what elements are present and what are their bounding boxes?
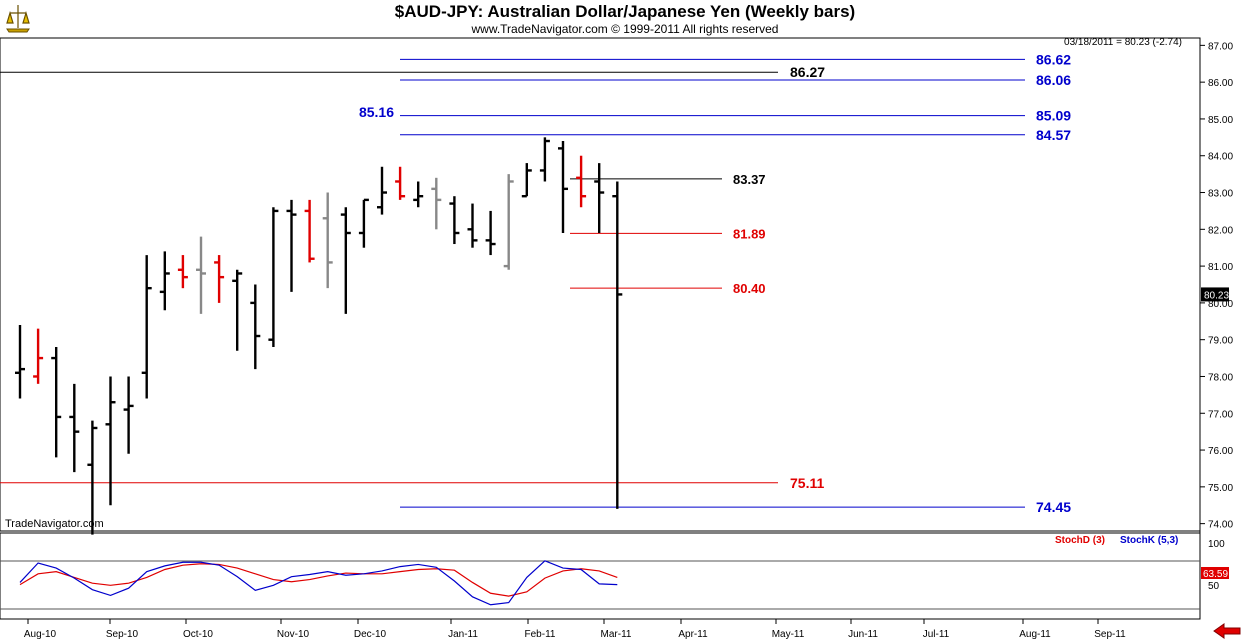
x-tick-label: Apr-11 <box>678 629 708 640</box>
level-label-86-06: 86.06 <box>1036 72 1071 88</box>
x-tick-label: Sep-10 <box>106 629 139 640</box>
x-tick-label: Aug-11 <box>1019 629 1051 640</box>
watermark-text: TradeNavigator.com <box>5 518 104 530</box>
x-tick-label: Jul-11 <box>923 629 950 640</box>
y-tick-label: 85.00 <box>1208 115 1233 126</box>
level-label-86-62: 86.62 <box>1036 51 1071 67</box>
y-tick-label: 87.00 <box>1208 41 1233 52</box>
x-tick-label: Oct-10 <box>183 629 213 640</box>
stoch-legend-item: StochD (3) <box>1055 535 1105 546</box>
last-quote-text: 03/18/2011 = 80.23 (-2.74) <box>1064 37 1182 48</box>
y-tick-label: 86.00 <box>1208 78 1233 89</box>
x-tick-label: Sep-11 <box>1094 629 1126 640</box>
level-label-84-57: 84.57 <box>1036 127 1071 143</box>
y-tick-label: 83.00 <box>1208 189 1233 200</box>
y-tick-label: 78.00 <box>1208 372 1233 383</box>
date-axis: Aug-10 Sep-10 Oct-10 Nov-10 Dec-10 Jan-11 Feb-… <box>24 619 1126 640</box>
x-tick-label: Feb-11 <box>525 629 556 640</box>
level-label-81-89: 81.89 <box>733 226 766 241</box>
price-axis: 74.0075.0076.0077.0078.0079.0080.0081.00… <box>1200 41 1233 530</box>
level-label-86-27: 86.27 <box>790 64 825 80</box>
y-tick-label: 81.00 <box>1208 262 1233 273</box>
x-tick-label: Nov-10 <box>277 629 310 640</box>
y-tick-label: 82.00 <box>1208 225 1233 236</box>
osc-value-label: 63.59 <box>1203 569 1228 580</box>
x-tick-label: May-11 <box>772 629 805 640</box>
y-tick-label: 74.00 <box>1208 520 1233 531</box>
osc-tick-label: 50 <box>1208 581 1220 592</box>
x-tick-label: Aug-10 <box>24 629 57 640</box>
y-tick-label: 77.00 <box>1208 409 1233 420</box>
y-tick-label: 84.00 <box>1208 152 1233 163</box>
scroll-left-arrow-icon[interactable] <box>1212 623 1242 639</box>
x-tick-label: Jan-11 <box>448 629 478 640</box>
y-tick-label: 75.00 <box>1208 483 1233 494</box>
level-label-85-16: 85.16 <box>359 104 394 120</box>
x-tick-label: Dec-10 <box>354 629 387 640</box>
y-tick-label: 76.00 <box>1208 446 1233 457</box>
oscillator-plot-area <box>0 533 1200 619</box>
main-plot-area <box>0 38 1200 531</box>
level-label-74-45: 74.45 <box>1036 499 1071 515</box>
stoch-legend-item: StochK (5,3) <box>1120 535 1178 546</box>
level-label-85-09: 85.09 <box>1036 108 1071 124</box>
y-tick-label: 79.00 <box>1208 336 1233 347</box>
last-price-label: 80.23 <box>1204 290 1229 301</box>
level-label-75-11: 75.11 <box>790 475 824 491</box>
x-tick-label: Jun-11 <box>848 629 878 640</box>
osc-tick-label: 100 <box>1208 539 1225 550</box>
chart-frame <box>0 38 1200 619</box>
level-label-83-37: 83.37 <box>733 172 766 187</box>
level-label-80-40: 80.40 <box>733 281 766 296</box>
x-tick-label: Mar-11 <box>601 629 632 640</box>
